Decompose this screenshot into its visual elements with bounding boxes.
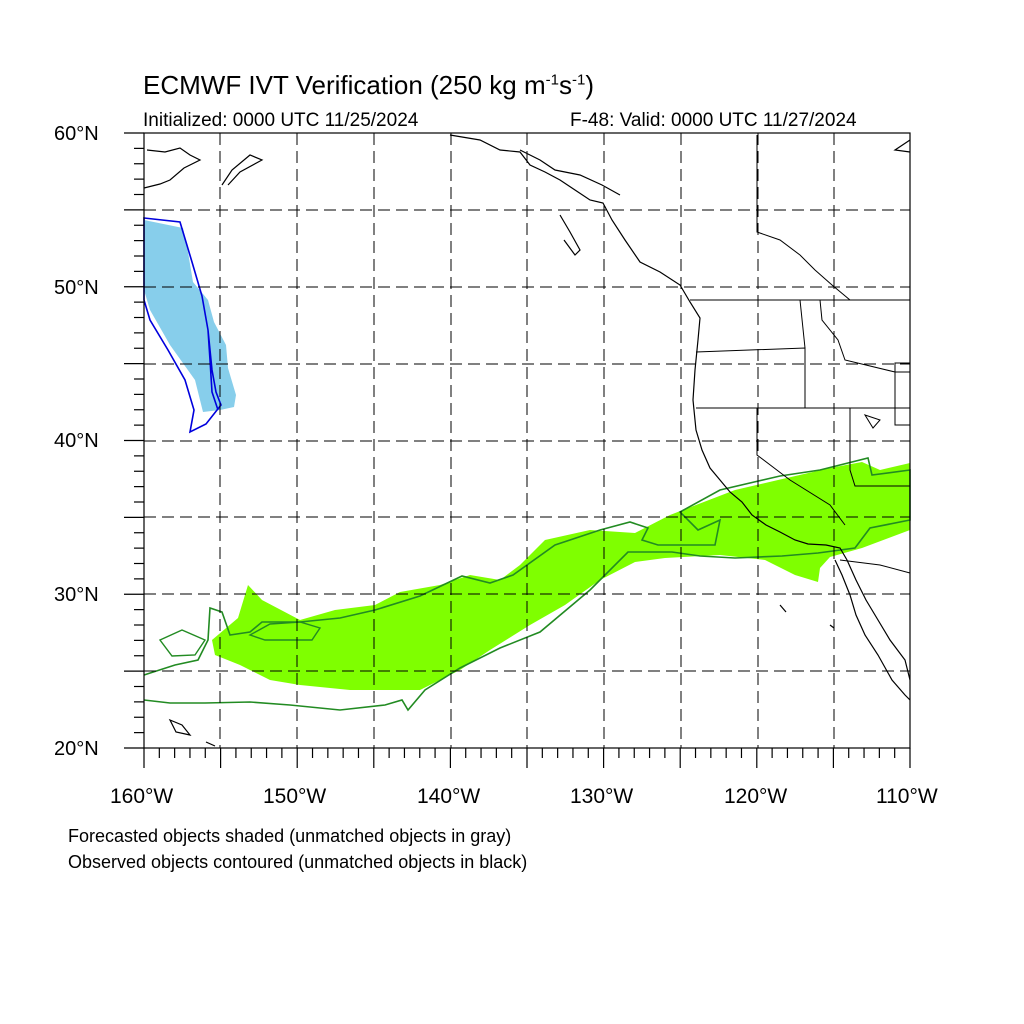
observed-small-contour <box>158 629 207 657</box>
lon-label-150w: 150°W <box>263 785 327 808</box>
lon-label-110w: 110°W <box>876 785 938 808</box>
political-boundaries <box>690 135 911 574</box>
map-title: ECMWF IVT Verification (250 kg m-1s-1) <box>143 70 594 100</box>
observed-inner-contour <box>248 621 322 641</box>
coastlines <box>143 134 911 747</box>
lon-label-160w: 160°W <box>110 785 174 808</box>
lat-label-40n: 40°N <box>54 430 99 452</box>
lat-label-30n: 30°N <box>54 584 99 606</box>
observed-object-blue <box>143 217 222 434</box>
tick-marks <box>124 132 911 768</box>
initialized-time: Initialized: 0000 UTC 11/25/2024 <box>143 110 419 131</box>
lat-label-20n: 20°N <box>54 738 99 760</box>
forecast-object-green <box>212 462 910 690</box>
forecast-object-light-blue <box>144 220 236 412</box>
lon-label-130w: 130°W <box>570 785 634 808</box>
lon-label-140w: 140°W <box>417 785 481 808</box>
forecast-note: Forecasted objects shaded (unmatched obj… <box>68 826 512 846</box>
observed-note: Observed objects contoured (unmatched ob… <box>68 852 528 872</box>
valid-time: F-48: Valid: 0000 UTC 11/27/2024 <box>570 110 857 131</box>
lat-label-50n: 50°N <box>54 277 99 299</box>
lon-label-120w: 120°W <box>724 785 788 808</box>
lat-label-60n: 60°N <box>54 123 99 145</box>
graticule <box>144 133 910 748</box>
